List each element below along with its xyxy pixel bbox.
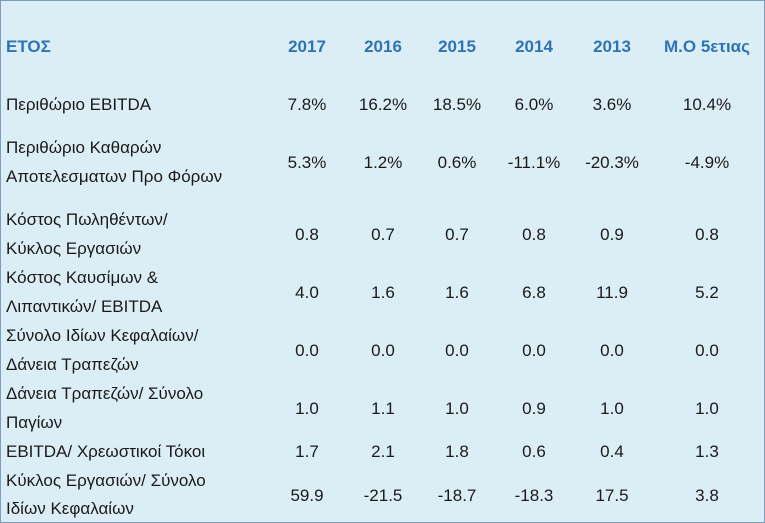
value-2013: 11.9 bbox=[596, 283, 628, 302]
row-label-line: Περιθώριο Καθαρών bbox=[6, 138, 162, 157]
value-2016: 2.1 bbox=[371, 442, 395, 461]
value-2014: 0.0 bbox=[522, 341, 546, 360]
value-2017: 7.8% bbox=[287, 95, 327, 114]
value-2015: 0.6% bbox=[437, 153, 477, 172]
value-average: 1.3 bbox=[695, 442, 719, 461]
value-average: 1.0 bbox=[695, 399, 719, 418]
value-2016: 16.2% bbox=[358, 95, 408, 114]
value-average: 0.0 bbox=[695, 341, 719, 360]
value-2014: -11.1% bbox=[507, 153, 561, 172]
header-year-2013: 2013 bbox=[593, 37, 631, 56]
row-label-line: Δάνεια Τραπεζών/ Σύνολο bbox=[6, 384, 204, 403]
value-2013: 0.0 bbox=[600, 341, 624, 360]
value-2016: 1.1 bbox=[371, 399, 395, 418]
header-label: ΕΤΟΣ bbox=[6, 37, 51, 56]
row-label-line: Κύκλος Εργασιών bbox=[6, 239, 142, 258]
value-2015: 0.0 bbox=[445, 341, 469, 360]
row-label-line: Λιπαντικών/ EBITDA bbox=[6, 297, 163, 316]
value-average: -4.9% bbox=[684, 153, 730, 172]
value-2015: 1.0 bbox=[445, 399, 469, 418]
value-2017: 1.0 bbox=[295, 399, 319, 418]
value-2014: 0.6 bbox=[522, 442, 546, 461]
value-2014: 0.8 bbox=[522, 225, 546, 244]
table-header-row: ΕΤΟΣ 2017 2016 2015 2014 2013 Μ.Ο 5ετιας bbox=[1, 32, 764, 61]
value-2014: 0.9 bbox=[522, 399, 546, 418]
value-2015: 1.6 bbox=[445, 283, 469, 302]
value-2015: 18.5% bbox=[432, 95, 482, 114]
row-label-line: Αποτελεσματων Προ Φόρων bbox=[6, 167, 223, 186]
value-average: 3.8 bbox=[695, 486, 719, 505]
value-2016: 1.6 bbox=[371, 283, 395, 302]
value-2016: 1.2% bbox=[363, 153, 403, 172]
value-2015: -18.7 bbox=[437, 486, 477, 505]
row-label-line: Κόστος Καυσίμων & bbox=[6, 268, 159, 287]
value-2013: 0.4 bbox=[600, 442, 624, 461]
value-2017: 5.3% bbox=[287, 153, 327, 172]
header-year-2014: 2014 bbox=[515, 37, 553, 56]
value-2013: 3.6% bbox=[592, 95, 632, 114]
value-2013: 1.0 bbox=[600, 399, 624, 418]
value-2013: -20.3% bbox=[585, 153, 639, 172]
value-2014: -18.3 bbox=[514, 486, 554, 505]
value-2015: 0.7 bbox=[445, 225, 469, 244]
row-label-line: Περιθώριο EBITDA bbox=[6, 95, 152, 114]
value-average: 5.2 bbox=[695, 283, 719, 302]
header-year-2016: 2016 bbox=[364, 37, 402, 56]
value-2016: 0.0 bbox=[371, 341, 395, 360]
value-2017: 59.9 bbox=[290, 486, 324, 505]
value-2017: 1.7 bbox=[295, 442, 319, 461]
value-2017: 0.8 bbox=[295, 225, 319, 244]
header-five-year-average: Μ.Ο 5ετιας bbox=[664, 37, 750, 56]
header-year-2015: 2015 bbox=[438, 37, 476, 56]
value-2014: 6.0% bbox=[514, 95, 554, 114]
header-year-2017: 2017 bbox=[288, 37, 326, 56]
value-2015: 1.8 bbox=[445, 442, 469, 461]
row-label-line: Σύνολο Ιδίων Κεφαλαίων/ bbox=[6, 326, 199, 345]
value-average: 0.8 bbox=[695, 225, 719, 244]
value-2017: 4.0 bbox=[295, 283, 319, 302]
value-2014: 6.8 bbox=[522, 283, 546, 302]
value-2016: -21.5 bbox=[363, 486, 403, 505]
value-2013: 17.5 bbox=[595, 486, 629, 505]
value-2013: 0.9 bbox=[600, 225, 624, 244]
row-label-line: Κύκλος Εργασιών/ Σύνολο bbox=[6, 471, 206, 490]
value-2016: 0.7 bbox=[371, 225, 395, 244]
value-2017: 0.0 bbox=[295, 341, 319, 360]
row-label-line: Ιδίων Κεφαλαίων bbox=[6, 499, 134, 518]
row-label-line: Παγίων bbox=[6, 413, 63, 432]
value-average: 10.4% bbox=[682, 95, 732, 114]
row-label-line: Δάνεια Τραπεζών bbox=[6, 355, 139, 374]
row-label-line: EBITDA/ Χρεωστικοί Τόκοι bbox=[6, 442, 206, 461]
row-label-line: Κόστος Πωληθέντων/ bbox=[6, 210, 168, 229]
